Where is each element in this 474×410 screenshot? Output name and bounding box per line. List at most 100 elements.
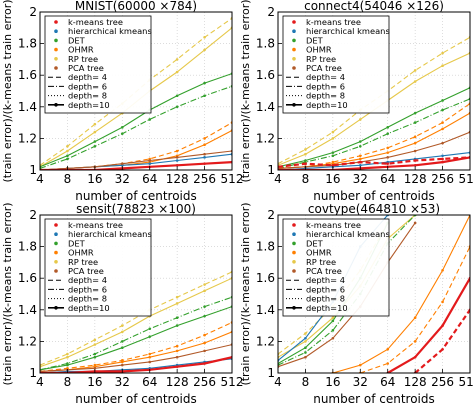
series-point	[66, 149, 69, 153]
series-point	[120, 359, 124, 362]
series-point	[441, 51, 444, 55]
x-tick-label: 16	[325, 375, 340, 389]
chart-panel-4: 4 8 16 32 64 128 256 512 1 1.2 1.4 1.6 1.8 2 covtype(4…	[239, 202, 474, 406]
series-point	[441, 348, 444, 351]
legend-box	[44, 15, 152, 114]
series-point	[386, 126, 390, 129]
panel-title: connect4(54046 ×126)	[304, 0, 444, 13]
y-tick-label: 1.6	[18, 68, 37, 82]
series-point	[175, 365, 179, 368]
series-point	[93, 352, 97, 356]
legend-entry-label: depth= 6	[306, 81, 345, 91]
legend-marker	[292, 103, 296, 107]
series-point	[386, 362, 390, 365]
plot-frame	[39, 11, 233, 171]
y-tick-label: 1.6	[256, 68, 275, 82]
series-point	[148, 335, 152, 338]
series-point	[120, 346, 124, 350]
series-point	[441, 269, 444, 272]
x-tick-label: 512	[221, 172, 244, 186]
legend-entry-label: PCA tree	[306, 266, 342, 276]
legend-entry-label: depth=10	[68, 303, 110, 313]
legend-entry-label: depth= 8	[68, 294, 107, 304]
series-line	[40, 150, 232, 170]
x-tick-label: 64	[380, 375, 395, 389]
series-point	[413, 135, 417, 139]
series-point	[148, 360, 152, 364]
series-point	[175, 295, 179, 299]
legend-marker	[54, 66, 58, 70]
series-point	[203, 362, 206, 365]
series-line	[278, 131, 470, 169]
y-tick-label: 1	[29, 163, 37, 177]
series-point	[386, 151, 390, 154]
series-point	[203, 35, 206, 39]
series-point	[331, 160, 335, 164]
series-point	[93, 363, 97, 367]
legend-marker	[292, 232, 296, 236]
x-tick-label: 4	[36, 172, 44, 186]
x-tick-label: 32	[115, 375, 130, 389]
y-tick-label: 1.6	[256, 271, 275, 285]
series-point	[413, 111, 417, 115]
series-point	[441, 154, 444, 158]
series-point	[203, 94, 206, 98]
legend-entry-label: PCA tree	[68, 266, 104, 276]
series-line	[40, 358, 232, 373]
series-point	[175, 355, 179, 359]
series-point	[175, 58, 179, 61]
legend-entry-label: OHMR	[306, 45, 332, 55]
series-point	[441, 300, 444, 304]
series-point	[331, 137, 335, 140]
x-tick-label: 256	[193, 172, 216, 186]
legend-marker	[54, 38, 58, 43]
legend-entry-label: depth= 6	[68, 284, 107, 294]
series-point	[175, 324, 179, 327]
y-tick-label: 1.4	[256, 100, 275, 114]
series-line	[278, 156, 470, 168]
y-axis-label: (train error)/(k-means train error)	[239, 202, 252, 385]
series-point	[386, 162, 390, 165]
legend-marker	[292, 38, 296, 43]
series-point	[413, 69, 417, 72]
y-tick-label: 1.8	[256, 37, 275, 51]
series-point	[358, 154, 362, 158]
series-point	[386, 348, 390, 351]
series-line	[40, 321, 232, 372]
series-point	[203, 333, 206, 337]
series-point	[441, 108, 444, 112]
x-tick-label: 128	[404, 172, 427, 186]
series-point	[148, 327, 152, 331]
legend-entry-label: RP tree	[68, 54, 98, 64]
legend-marker	[54, 223, 58, 227]
x-tick-label: 128	[166, 375, 189, 389]
panel-title: covtype(464810 ×53)	[308, 202, 440, 216]
series-point	[441, 141, 444, 145]
legend-marker	[54, 250, 58, 255]
y-axis-label: (train error)/(k-means train error)	[1, 0, 14, 183]
series-point	[66, 157, 69, 161]
series-point	[66, 154, 69, 158]
series-line	[40, 161, 232, 170]
legend-entry-label: depth= 6	[68, 81, 107, 91]
series-point	[203, 48, 206, 52]
legend-entry-label: depth= 4	[68, 275, 107, 285]
y-tick-label: 1	[267, 366, 275, 380]
x-tick-label: 256	[431, 375, 454, 389]
y-tick-label: 2	[267, 208, 275, 222]
x-axis-label: number of centroids	[75, 392, 197, 406]
series-point	[203, 143, 206, 147]
series-point	[93, 130, 97, 134]
series-point	[175, 349, 179, 353]
series-point	[386, 156, 390, 159]
plot-frame	[39, 214, 233, 374]
series-point	[304, 351, 307, 354]
series-line	[332, 215, 470, 373]
legend-marker	[292, 241, 296, 246]
series-point	[304, 355, 307, 359]
legend-box	[44, 218, 152, 317]
series-point	[331, 130, 335, 134]
legend-marker	[292, 260, 296, 264]
series-point	[175, 302, 179, 305]
series-point	[331, 151, 335, 154]
